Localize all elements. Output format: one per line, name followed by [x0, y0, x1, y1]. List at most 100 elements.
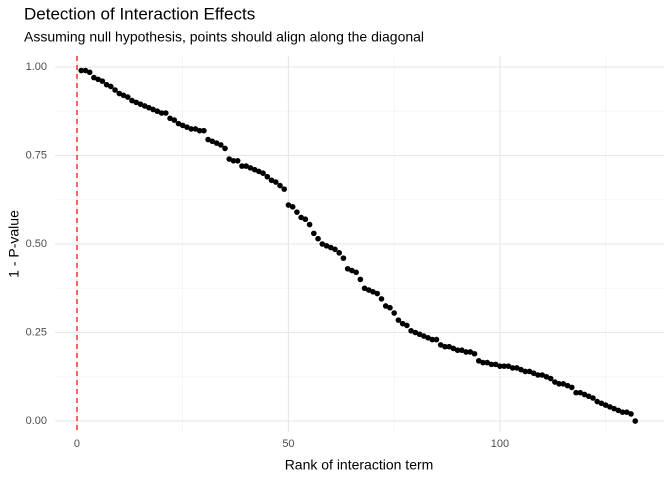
point — [298, 214, 304, 221]
point — [230, 157, 237, 164]
point — [340, 255, 347, 261]
point — [471, 350, 478, 357]
point — [154, 108, 161, 115]
point — [272, 179, 279, 185]
point — [247, 165, 254, 171]
point — [251, 166, 258, 173]
point — [158, 110, 165, 116]
point — [598, 400, 605, 407]
point — [239, 163, 245, 169]
point — [459, 347, 465, 354]
point — [492, 361, 499, 368]
point — [260, 170, 266, 176]
point — [256, 168, 262, 175]
point — [234, 157, 241, 164]
point — [196, 127, 203, 134]
point — [315, 235, 321, 242]
point — [370, 288, 376, 295]
point — [112, 87, 118, 93]
point — [573, 389, 579, 396]
point — [264, 173, 271, 180]
point — [281, 186, 288, 192]
point — [416, 331, 423, 338]
point — [289, 204, 296, 210]
chart-title: Detection of Interaction Effects — [24, 4, 255, 23]
point — [349, 267, 355, 274]
point — [78, 67, 85, 74]
point — [437, 342, 444, 348]
point — [285, 202, 292, 208]
point — [150, 106, 156, 113]
point — [91, 74, 97, 81]
point — [509, 365, 516, 371]
point — [505, 363, 512, 369]
y-tick-label: 0.00 — [26, 415, 47, 427]
point — [192, 126, 199, 132]
point — [577, 389, 584, 396]
point — [306, 221, 313, 228]
point — [632, 418, 639, 424]
point — [530, 370, 537, 377]
point — [585, 393, 592, 400]
point — [184, 124, 190, 130]
point — [412, 329, 419, 336]
point — [382, 303, 389, 309]
point — [332, 246, 338, 253]
point — [619, 409, 626, 415]
point — [103, 81, 110, 88]
point — [501, 363, 507, 369]
point — [82, 67, 89, 74]
point — [205, 136, 211, 143]
point — [120, 92, 127, 99]
x-axis-label: Rank of interaction term — [285, 457, 434, 473]
y-tick-label: 0.50 — [26, 238, 47, 250]
point — [602, 402, 609, 408]
point — [209, 138, 216, 145]
point — [311, 230, 317, 237]
point — [294, 209, 300, 215]
point — [124, 94, 131, 100]
chart-subtitle: Assuming null hypothesis, points should … — [24, 29, 424, 45]
point — [188, 126, 194, 132]
point — [615, 407, 622, 414]
point — [179, 122, 186, 129]
point — [146, 104, 152, 111]
point — [336, 250, 343, 256]
point — [399, 320, 406, 327]
point — [243, 163, 249, 169]
x-tick-label: 50 — [282, 438, 294, 450]
point — [357, 276, 364, 283]
point — [497, 363, 503, 369]
point — [86, 69, 93, 76]
point — [95, 76, 101, 83]
point — [442, 343, 448, 350]
point — [268, 177, 275, 184]
point — [129, 97, 135, 104]
point — [171, 117, 178, 123]
point — [539, 372, 545, 378]
point — [108, 83, 114, 90]
point — [133, 99, 139, 106]
y-tick-label: 1.00 — [26, 61, 47, 73]
point — [450, 345, 457, 352]
point — [404, 322, 410, 329]
point — [484, 359, 491, 366]
point — [547, 375, 554, 382]
point — [387, 304, 393, 311]
point — [518, 366, 524, 373]
point — [167, 115, 173, 122]
x-tick-label: 100 — [491, 438, 509, 450]
point — [526, 368, 533, 375]
point — [175, 120, 182, 127]
point — [361, 285, 368, 292]
point — [522, 368, 529, 375]
point — [564, 382, 571, 389]
y-tick-label: 0.25 — [26, 326, 47, 338]
point — [611, 405, 617, 412]
point — [488, 361, 495, 368]
point — [475, 358, 482, 364]
point — [543, 373, 550, 380]
point — [353, 269, 359, 276]
point — [201, 127, 207, 134]
